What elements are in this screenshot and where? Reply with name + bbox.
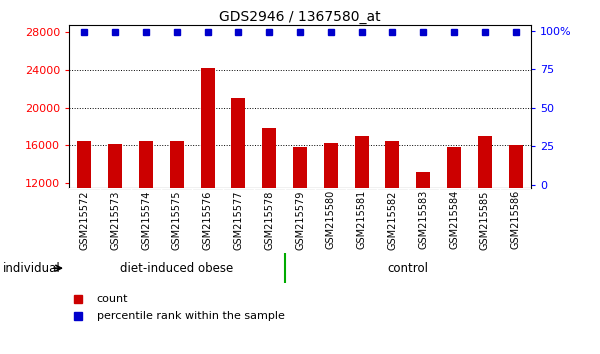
Text: GSM215581: GSM215581	[356, 190, 367, 250]
Text: GSM215575: GSM215575	[172, 190, 182, 250]
Bar	[232, 98, 245, 296]
Bar	[509, 145, 523, 296]
Text: GSM215579: GSM215579	[295, 190, 305, 250]
Bar	[139, 142, 153, 296]
Bar	[324, 143, 338, 296]
Text: GSM215584: GSM215584	[449, 190, 459, 250]
Bar	[355, 136, 368, 296]
Text: count: count	[97, 293, 128, 304]
Text: GSM215578: GSM215578	[264, 190, 274, 250]
Bar	[385, 141, 400, 296]
Text: GSM215574: GSM215574	[141, 190, 151, 250]
Text: GSM215582: GSM215582	[388, 190, 397, 250]
Text: control: control	[388, 262, 428, 275]
Bar	[416, 172, 430, 296]
Text: diet-induced obese: diet-induced obese	[120, 262, 233, 275]
Bar	[77, 142, 91, 296]
Text: GSM215577: GSM215577	[233, 190, 244, 250]
Text: GSM215576: GSM215576	[203, 190, 212, 250]
Text: GSM215585: GSM215585	[480, 190, 490, 250]
Bar	[447, 147, 461, 296]
Text: individual: individual	[3, 262, 61, 275]
Bar	[108, 144, 122, 296]
Title: GDS2946 / 1367580_at: GDS2946 / 1367580_at	[219, 10, 381, 24]
Text: percentile rank within the sample: percentile rank within the sample	[97, 312, 284, 321]
Text: GSM215580: GSM215580	[326, 190, 336, 250]
Text: GSM215586: GSM215586	[511, 190, 521, 250]
Text: GSM215583: GSM215583	[418, 190, 428, 250]
Text: GSM215573: GSM215573	[110, 190, 120, 250]
Bar	[293, 147, 307, 296]
Bar	[200, 68, 215, 296]
Bar	[478, 136, 492, 296]
Bar	[262, 128, 276, 296]
Text: GSM215572: GSM215572	[79, 190, 89, 250]
Bar	[170, 142, 184, 296]
